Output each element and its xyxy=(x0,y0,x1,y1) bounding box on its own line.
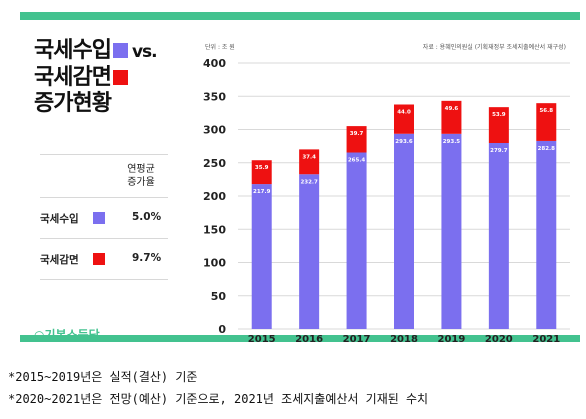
legend-divider xyxy=(40,238,168,239)
legend-divider xyxy=(40,154,168,155)
exemption-data-label: 49.6 xyxy=(445,106,459,112)
legend-name: 국세감면 xyxy=(40,254,79,266)
revenue-data-label: 282.8 xyxy=(538,146,556,152)
footnote-2: *2020~2021년은 전망(예산) 기준으로, 2021년 조세지출예산서 … xyxy=(8,392,429,406)
legend-header: 연평균 증가율 xyxy=(122,155,160,197)
exemption-data-label: 53.9 xyxy=(492,112,506,118)
title-line2: 국세감면 xyxy=(34,65,112,90)
title-line1: 국세수입 xyxy=(34,38,112,63)
legend-divider xyxy=(40,279,168,280)
revenue-data-label: 217.9 xyxy=(253,189,271,195)
revenue-bar xyxy=(251,184,272,329)
stacked-bar-chart: 0 50 100 150 200 250 300 350 400 217.9 35.9 2015 232… xyxy=(203,57,570,343)
page-title: 국세수입 vs. 국세감면 증가현황 xyxy=(34,38,158,117)
y-tick-label: 350 xyxy=(203,90,226,103)
source-label: 자료 : 용혜인의원실 (기획재정부 조세지출예산서 재구성) xyxy=(422,44,566,51)
y-tick-label: 250 xyxy=(203,157,226,170)
x-tick-label: 2019 xyxy=(438,334,466,343)
revenue-bar xyxy=(299,174,320,329)
brand-circle-icon: ○ xyxy=(34,328,45,342)
growth-legend: 연평균 증가율 국세수입 5.0% 국세감면 9.7% xyxy=(40,154,168,280)
title-vs: vs. xyxy=(131,42,158,62)
revenue-bar xyxy=(536,140,557,329)
legend-name: 국세수입 xyxy=(40,213,79,225)
x-tick-label: 2015 xyxy=(248,334,276,343)
y-tick-label: 0 xyxy=(218,323,226,336)
y-tick-label: 100 xyxy=(203,257,226,270)
x-tick-label: 2020 xyxy=(485,334,513,343)
x-tick-label: 2017 xyxy=(343,334,371,343)
footnote-1: *2015~2019년은 실적(결산) 기준 xyxy=(8,370,198,384)
exemption-bar xyxy=(441,100,462,134)
revenue-bar xyxy=(394,133,414,329)
exemption-bar xyxy=(346,126,367,153)
revenue-data-label: 293.5 xyxy=(443,139,461,145)
revenue-bar xyxy=(488,142,509,329)
revenue-data-label: 232.7 xyxy=(300,179,318,185)
exemption-data-label: 56.8 xyxy=(539,108,553,114)
legend-header-line1: 연평균 xyxy=(127,164,155,175)
title-line3: 증가현황 xyxy=(34,91,112,116)
exemption-bar xyxy=(394,104,414,134)
x-tick-label: 2021 xyxy=(532,334,560,343)
revenue-data-label: 279.7 xyxy=(490,148,508,154)
revenue-data-label: 265.4 xyxy=(348,158,366,164)
legend-row-revenue: 국세수입 5.0% xyxy=(40,198,168,238)
revenue-bar xyxy=(346,152,367,329)
revenue-bar xyxy=(441,133,462,329)
unit-label: 단위 : 조 원 xyxy=(205,44,235,51)
x-tick-label: 2016 xyxy=(295,334,323,343)
legend-swatch-icon xyxy=(93,212,105,224)
y-tick-label: 400 xyxy=(203,57,226,70)
exemption-data-label: 44.0 xyxy=(397,109,411,115)
y-tick-label: 200 xyxy=(203,190,226,203)
legend-swatch-icon xyxy=(93,253,105,265)
exemption-data-label: 35.9 xyxy=(255,165,269,171)
legend-rate: 5.0% xyxy=(132,211,162,223)
exemption-data-label: 39.7 xyxy=(350,131,364,137)
revenue-data-label: 293.6 xyxy=(395,139,413,145)
exemption-bar xyxy=(536,103,557,141)
legend-divider xyxy=(40,197,168,198)
infographic-card: 국세수입 vs. 국세감면 증가현황 연평균 증가율 국세수입 5.0% 국세감면… xyxy=(20,12,580,343)
exemption-bar xyxy=(299,149,320,175)
exemption-bar xyxy=(488,107,509,143)
revenue-swatch-icon xyxy=(112,43,128,58)
exemption-bar xyxy=(251,160,272,185)
x-tick-label: 2018 xyxy=(390,334,418,343)
brand-logo: ○기본소득당 xyxy=(34,326,100,343)
y-tick-label: 300 xyxy=(203,124,226,137)
exemption-data-label: 37.4 xyxy=(302,154,316,160)
y-tick-label: 150 xyxy=(203,223,226,236)
brand-name: 기본소득당 xyxy=(44,328,100,342)
y-tick-label: 50 xyxy=(211,290,227,303)
legend-header-line2: 증가율 xyxy=(127,177,155,188)
exemption-swatch-icon xyxy=(112,70,128,85)
legend-row-exemption: 국세감면 9.7% xyxy=(40,239,168,279)
legend-rate: 9.7% xyxy=(132,252,162,264)
